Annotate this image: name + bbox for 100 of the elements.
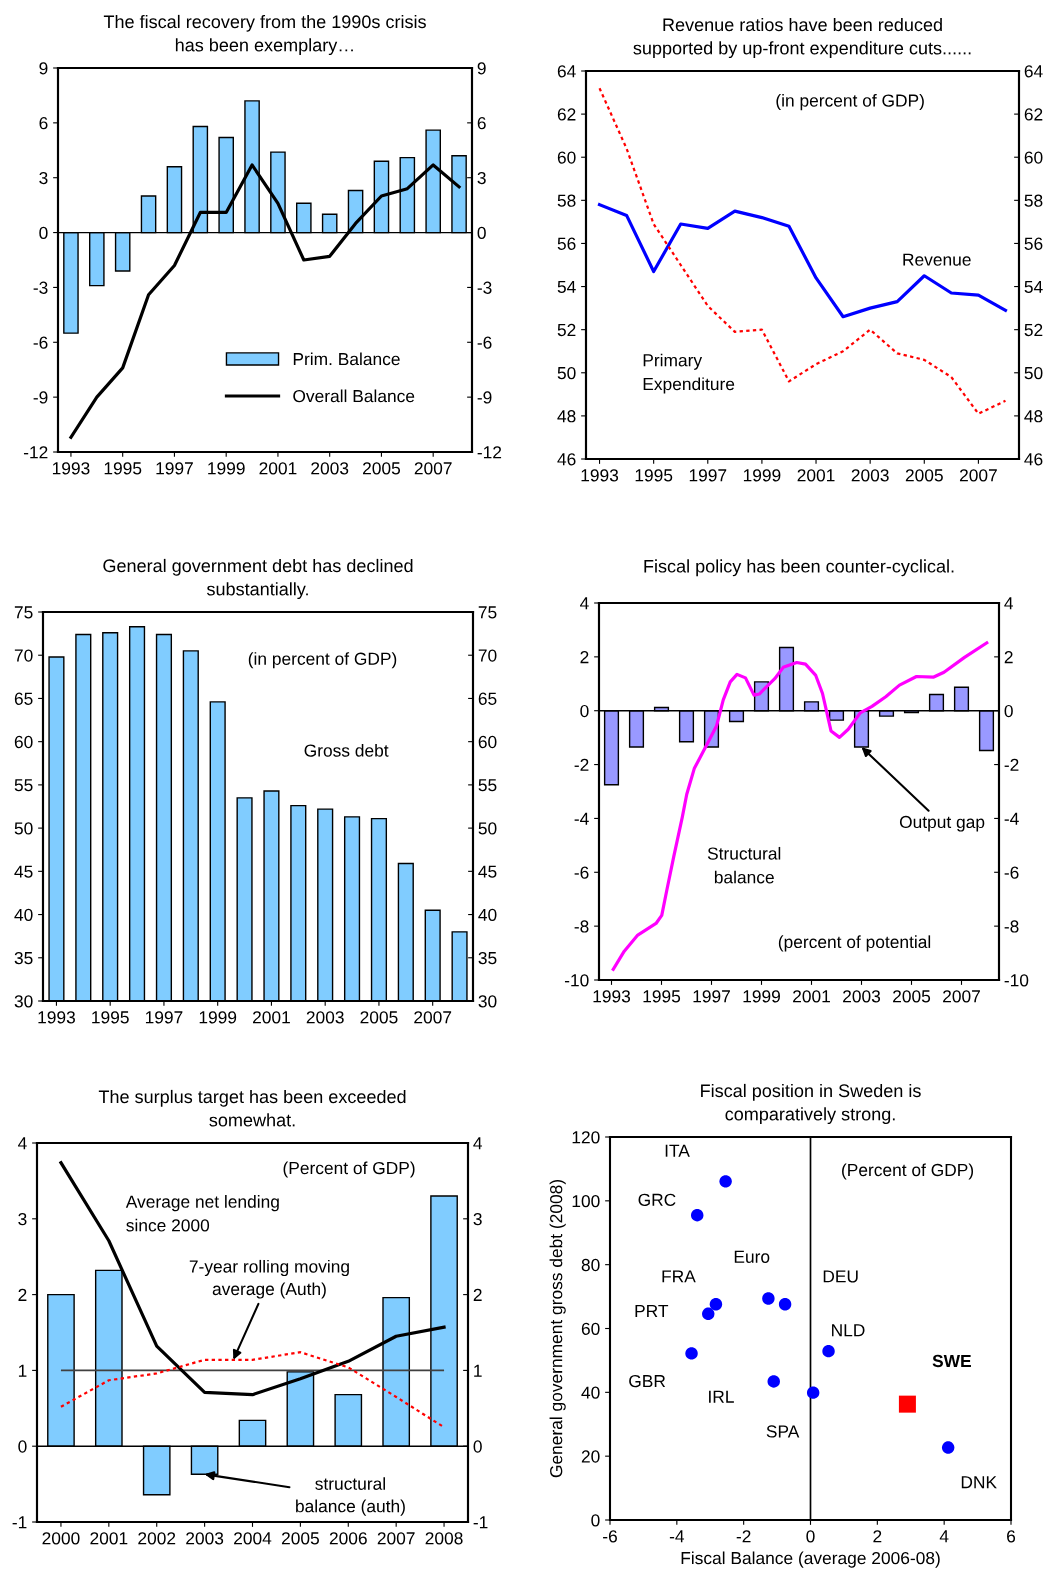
y2-tick-label: 3 bbox=[477, 171, 486, 185]
x-tick-label: 2001 bbox=[90, 1532, 128, 1545]
y2-tick-label: -2 bbox=[1004, 758, 1019, 771]
x-tick-label: -4 bbox=[669, 1530, 685, 1543]
y-tick-label: 70 bbox=[14, 649, 33, 662]
y-tick-label: -3 bbox=[33, 281, 48, 294]
x-tick-label: 1995 bbox=[643, 990, 681, 1003]
annotation: Euro bbox=[734, 1250, 770, 1263]
annotation: (in percent of GDP) bbox=[776, 93, 924, 111]
point bbox=[822, 1344, 835, 1358]
annotation: PRT bbox=[635, 1304, 669, 1317]
y2-tick-label: -9 bbox=[477, 391, 492, 404]
y2-tick-label: -3 bbox=[477, 281, 492, 294]
y-tick-label: 55 bbox=[14, 779, 33, 792]
x-tick-label: 2001 bbox=[253, 1011, 290, 1024]
y2-tick-label: 4 bbox=[1004, 597, 1014, 610]
annotation: IRL bbox=[709, 1390, 734, 1403]
y-tick-label: 120 bbox=[572, 1131, 600, 1144]
y2-tick-label: 54 bbox=[1024, 280, 1043, 294]
x-tick-label: 2003 bbox=[851, 469, 889, 482]
point bbox=[709, 1298, 723, 1311]
y-tick-label: 9 bbox=[39, 62, 48, 75]
y2-tick-label: 9 bbox=[477, 62, 486, 75]
y-tick-label: 48 bbox=[557, 410, 576, 423]
y-tick-label: -10 bbox=[564, 974, 589, 987]
y2-tick-label: 2 bbox=[473, 1288, 482, 1301]
x-tick-label: 2005 bbox=[905, 469, 943, 482]
point bbox=[806, 1386, 820, 1399]
y-tick-label: 4 bbox=[18, 1137, 27, 1150]
x-tick-label: 2001 bbox=[793, 990, 830, 1003]
x-tick-label: 2006 bbox=[329, 1532, 367, 1545]
x-tick-label: 4 bbox=[939, 1530, 949, 1543]
annotation: ITA bbox=[665, 1144, 690, 1157]
y-tick-label: 1 bbox=[18, 1364, 27, 1377]
x-tick-label: 2007 bbox=[414, 462, 452, 475]
y-tick-label: -6 bbox=[33, 336, 48, 349]
legend-label: Overall Balance bbox=[293, 389, 415, 403]
y2-tick-label: 70 bbox=[478, 649, 497, 662]
chart-title: The fiscal recovery from the 1990s crisis has been exemplary… bbox=[103, 14, 426, 56]
y2-tick-label: 52 bbox=[1024, 323, 1043, 337]
y2-tick-label: 56 bbox=[1024, 237, 1043, 250]
y-tick-label: 75 bbox=[14, 606, 33, 619]
y2-tick-label: 3 bbox=[473, 1212, 482, 1226]
y-tick-label: -9 bbox=[33, 391, 48, 404]
annotation: SPA bbox=[766, 1425, 800, 1438]
y-tick-label: -8 bbox=[574, 920, 589, 933]
annotation: 7-year rolling moving average (Auth) bbox=[189, 1259, 349, 1299]
annotation: Average net lending since 2000 bbox=[125, 1195, 279, 1232]
chart-title: The surplus target has been exceeded somewhat. bbox=[98, 1089, 406, 1127]
y2-tick-label: 46 bbox=[1024, 453, 1043, 466]
y-tick-label: 4 bbox=[580, 597, 589, 610]
y-tick-label: 6 bbox=[39, 117, 48, 130]
y2-tick-label: -8 bbox=[1004, 920, 1019, 933]
annotation: GBR bbox=[629, 1374, 666, 1388]
y-tick-label: 60 bbox=[581, 1322, 600, 1335]
x-tick-label: 2008 bbox=[425, 1532, 463, 1545]
point bbox=[762, 1292, 775, 1305]
y2-tick-label: 48 bbox=[1024, 410, 1043, 423]
y-tick-label: 46 bbox=[557, 453, 576, 466]
annotation: Gross debt bbox=[304, 743, 389, 757]
y-tick-label: 3 bbox=[39, 171, 48, 185]
y2-tick-label: 4 bbox=[473, 1137, 483, 1150]
y-tick-label: -1 bbox=[12, 1516, 27, 1529]
x-tick-label: -6 bbox=[603, 1530, 617, 1543]
y-tick-label: 60 bbox=[14, 735, 33, 749]
y-tick-label: 52 bbox=[557, 323, 576, 337]
y2-tick-label: 50 bbox=[478, 822, 497, 835]
y-tick-label: 3 bbox=[18, 1212, 27, 1226]
y-tick-label: 54 bbox=[557, 280, 576, 294]
y-tick-label: 100 bbox=[572, 1195, 600, 1208]
y2-tick-label: 6 bbox=[477, 117, 486, 130]
y-tick-label: 30 bbox=[14, 995, 33, 1008]
y-tick-label: 2 bbox=[580, 651, 589, 664]
x-tick-label: 1997 bbox=[689, 469, 727, 482]
x-tick-label: 6 bbox=[1007, 1530, 1016, 1543]
annotation: (percent of potential bbox=[778, 935, 931, 952]
y2-tick-label: -4 bbox=[1004, 812, 1019, 825]
y2-tick-label: 50 bbox=[1024, 366, 1043, 380]
x-tick-label: 1997 bbox=[693, 990, 730, 1003]
y2-tick-label: -6 bbox=[477, 336, 492, 349]
annotation: (Percent of GDP) bbox=[842, 1163, 974, 1180]
y2-tick-label: 0 bbox=[1004, 704, 1013, 718]
y-tick-label: 65 bbox=[14, 692, 33, 705]
y2-tick-label: -1 bbox=[473, 1516, 488, 1529]
line-series bbox=[598, 87, 1007, 415]
x-tick-label: 1995 bbox=[92, 1011, 129, 1024]
annotation: structural balance (auth) bbox=[296, 1477, 405, 1516]
y2-tick-label: 64 bbox=[1024, 65, 1043, 78]
point bbox=[702, 1307, 715, 1321]
line-series bbox=[597, 203, 1008, 319]
x-tick-label: 1993 bbox=[581, 469, 619, 482]
point bbox=[691, 1208, 704, 1222]
x-tick-label: 2004 bbox=[234, 1532, 272, 1545]
chart-title: Fiscal position in Sweden is comparatively strong. bbox=[701, 1083, 921, 1125]
y2-tick-label: 55 bbox=[478, 779, 497, 792]
x-tick-label: 1993 bbox=[38, 1011, 75, 1024]
x-tick-label: 1997 bbox=[145, 1011, 183, 1024]
point bbox=[941, 1441, 955, 1454]
x-tick-label: 1999 bbox=[199, 1011, 237, 1024]
y-tick-label: 2 bbox=[18, 1288, 27, 1301]
